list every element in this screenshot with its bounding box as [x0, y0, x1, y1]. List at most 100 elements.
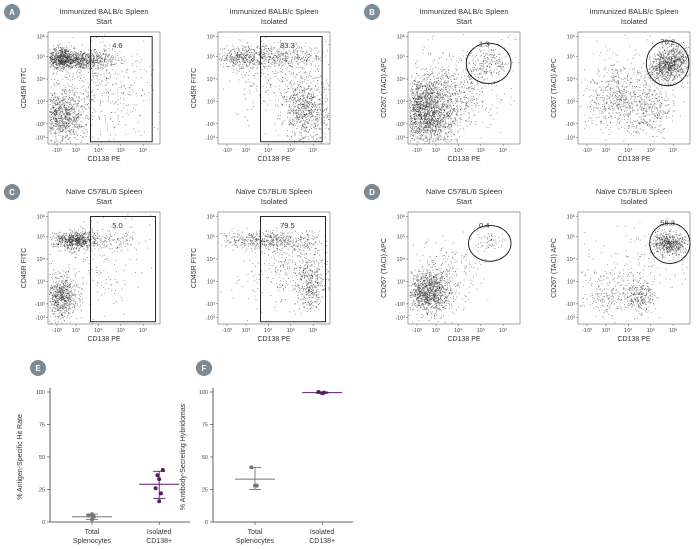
event-dot: [236, 58, 238, 59]
event-dot: [119, 51, 121, 52]
event-dot: [256, 90, 258, 92]
event-dot: [64, 49, 66, 51]
event-dot: [82, 56, 84, 57]
event-dot: [297, 55, 299, 57]
event-dot: [304, 90, 305, 92]
event-dot: [434, 126, 436, 128]
event-dot: [55, 56, 57, 58]
event-dot: [117, 108, 119, 110]
event-dot: [273, 42, 275, 44]
event-dot: [301, 90, 303, 92]
event-dot: [120, 62, 122, 64]
event-dot: [76, 105, 78, 107]
event-dot: [416, 82, 418, 84]
event-dot: [307, 103, 309, 105]
event-dot: [71, 107, 72, 109]
event-dot: [415, 88, 417, 90]
event-dot: [301, 124, 303, 126]
event-dot: [246, 59, 248, 61]
event-dot: [296, 60, 298, 62]
event-dot: [109, 74, 111, 76]
event-dot: [58, 60, 60, 62]
event-dot: [435, 131, 437, 133]
event-dot: [424, 95, 426, 97]
event-dot: [449, 126, 451, 128]
event-dot: [232, 46, 234, 48]
event-dot: [442, 126, 444, 128]
event-dot: [51, 56, 53, 58]
event-dot: [306, 98, 308, 99]
event-dot: [315, 122, 317, 124]
event-dot: [293, 97, 295, 98]
event-dot: [246, 72, 248, 74]
event-dot: [269, 58, 271, 60]
x-axis-label: CD138 PE: [87, 156, 120, 163]
event-dot: [238, 47, 240, 49]
event-dot: [94, 63, 96, 65]
event-dot: [284, 58, 286, 60]
event-dot: [56, 50, 58, 52]
event-dot: [76, 55, 77, 57]
event-dot: [49, 57, 51, 59]
event-dot: [282, 53, 284, 55]
event-dot: [62, 58, 64, 60]
event-dot: [131, 89, 133, 91]
event-dot: [425, 79, 427, 81]
event-dot: [410, 107, 411, 108]
event-dot: [78, 116, 80, 118]
event-dot: [68, 62, 70, 64]
event-dot: [81, 80, 83, 82]
event-dot: [273, 62, 275, 64]
event-dot: [59, 62, 61, 63]
event-dot: [74, 64, 76, 66]
event-dot: [67, 106, 69, 108]
event-dot: [426, 88, 427, 90]
event-dot: [439, 95, 441, 97]
event-dot: [220, 57, 222, 59]
event-dot: [52, 112, 54, 114]
event-dot: [77, 59, 79, 61]
event-dot: [108, 98, 109, 100]
y-tick-label: -10³: [205, 135, 215, 141]
event-dot: [104, 117, 106, 119]
event-dot: [60, 61, 61, 63]
event-dot: [224, 52, 226, 54]
event-dot: [314, 124, 316, 126]
event-dot: [74, 95, 76, 97]
event-dot: [62, 58, 63, 60]
event-dot: [55, 51, 56, 52]
event-dot: [74, 121, 75, 123]
event-dot: [306, 51, 307, 53]
event-dot: [252, 66, 254, 68]
event-dot: [314, 119, 316, 121]
event-dot: [103, 73, 105, 75]
event-dot: [61, 51, 63, 53]
event-dot: [293, 124, 294, 126]
event-dot: [226, 66, 228, 68]
event-dot: [284, 55, 286, 57]
event-dot: [82, 53, 84, 55]
event-dot: [65, 135, 67, 137]
event-dot: [94, 71, 96, 73]
event-dot: [61, 48, 63, 50]
event-dot: [53, 62, 54, 64]
event-dot: [307, 131, 309, 132]
event-dot: [55, 114, 57, 116]
event-dot: [311, 50, 312, 52]
event-dot: [303, 63, 305, 65]
event-dot: [83, 93, 84, 95]
event-dot: [264, 53, 265, 55]
event-dot: [436, 114, 438, 116]
event-dot: [57, 53, 59, 55]
event-dot: [459, 128, 461, 130]
event-dot: [306, 107, 308, 108]
event-dot: [254, 77, 256, 79]
event-dot: [68, 108, 70, 110]
event-dot: [434, 101, 436, 103]
event-dot: [64, 76, 66, 78]
event-dot: [88, 94, 90, 96]
event-dot: [84, 104, 86, 105]
event-dot: [66, 130, 68, 132]
event-dot: [419, 109, 421, 111]
